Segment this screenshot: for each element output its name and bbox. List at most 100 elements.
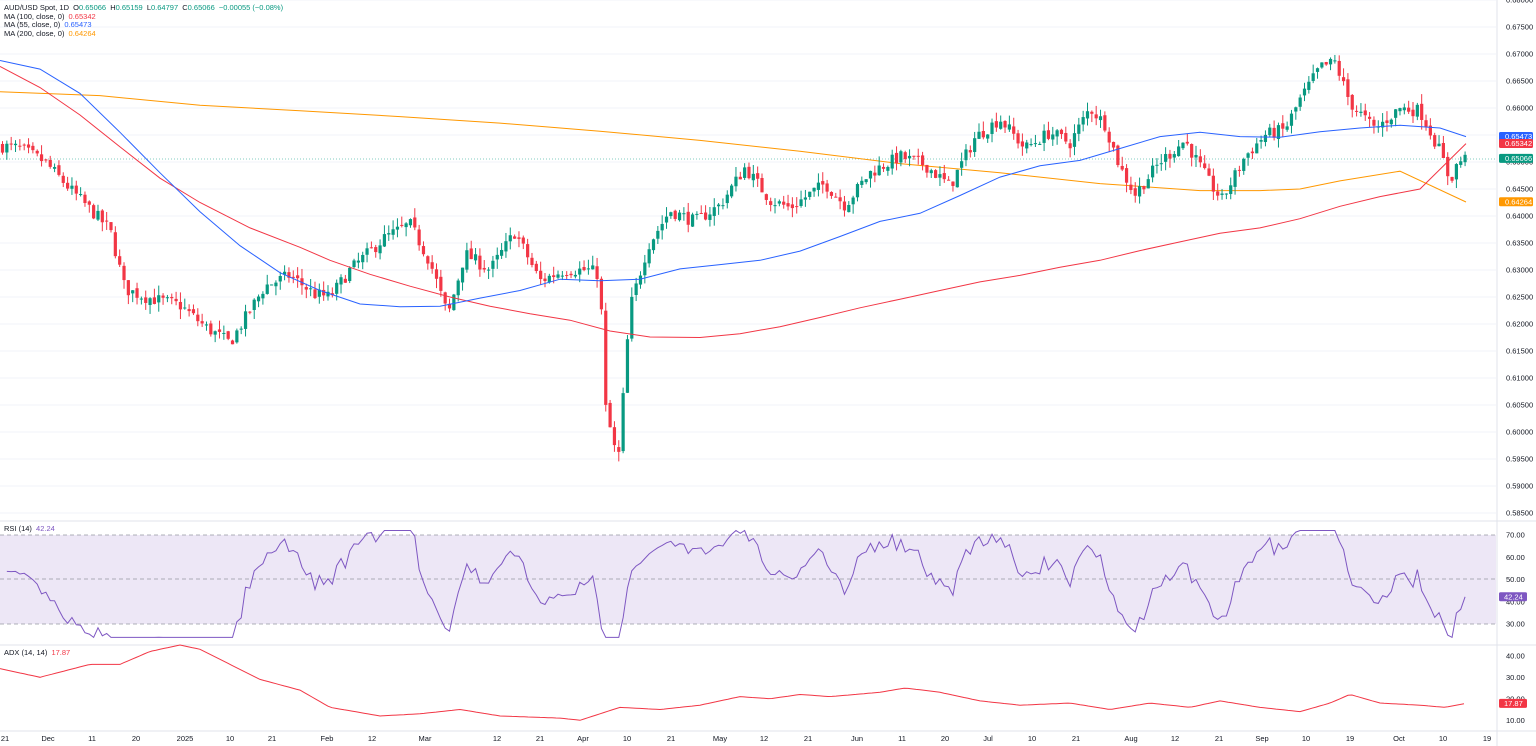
candle-down — [482, 267, 486, 270]
candle-up — [391, 229, 395, 235]
candle-down — [478, 255, 482, 270]
time-axis[interactable]: 21 Dec 11 20 2025 10 21 Feb 12 Mar 12 21 Apr 10 21 May 1… — [1, 734, 1491, 743]
candle-up — [803, 197, 807, 200]
candle-up — [204, 324, 209, 326]
adx-legend-value: 17.87 — [51, 648, 71, 657]
ohlc-row[interactable]: AUD/USD Spot, 1D O0.65066 H0.65159 L0.64… — [4, 3, 285, 13]
price-axis-label: 0.63500 — [1506, 239, 1533, 248]
candle-down — [1064, 132, 1068, 142]
time-axis-label: May — [713, 734, 727, 743]
candle-up — [504, 241, 508, 252]
price-axis[interactable]: 0.680000.675000.670000.665000.660000.655… — [1506, 0, 1533, 518]
candle-up — [1055, 130, 1059, 137]
candle-up — [1307, 81, 1311, 90]
candle-up — [495, 254, 499, 260]
candle-up — [1038, 143, 1042, 145]
candle-up — [955, 169, 959, 188]
candle-up — [799, 199, 803, 206]
candle-down — [673, 210, 677, 219]
time-axis-label: Aug — [1124, 734, 1137, 743]
candle-down — [18, 145, 22, 147]
candle-down — [1185, 141, 1189, 144]
candle-up — [465, 250, 469, 270]
candle-up — [1077, 124, 1081, 134]
candle-up — [5, 143, 9, 153]
candle-up — [573, 274, 577, 277]
candle-down — [287, 272, 291, 278]
main-legend: AUD/USD Spot, 1D O0.65066 H0.65159 L0.64… — [4, 3, 285, 39]
ma55-line — [0, 60, 1467, 308]
candle-down — [790, 204, 794, 209]
candle-up — [638, 275, 643, 285]
time-axis-label: Dec — [41, 734, 55, 743]
candle-down — [925, 164, 929, 173]
price-tag-close — [1499, 153, 1533, 163]
candle-up — [664, 216, 669, 223]
candle-up — [1268, 127, 1272, 136]
candle-down — [61, 175, 65, 183]
rsi-axis[interactable]: 70.00 60.00 50.00 40.00 30.00 — [1506, 531, 1525, 629]
candle-up — [1194, 155, 1198, 158]
candle-up — [986, 134, 990, 139]
candle-down — [248, 311, 252, 313]
candle-down — [22, 144, 26, 146]
open-value: 0.65066 — [78, 3, 107, 12]
time-axis-label: 10 — [226, 734, 234, 743]
candle-up — [1007, 124, 1011, 130]
candle-down — [343, 278, 347, 283]
candle-up — [1289, 113, 1294, 126]
candle-down — [1046, 130, 1051, 139]
candle-down — [322, 289, 326, 296]
price-axis-label: 0.60000 — [1506, 428, 1533, 437]
symbol-label[interactable]: AUD/USD Spot, 1D — [4, 3, 70, 12]
candle-down — [1368, 116, 1372, 119]
candle-up — [239, 328, 243, 330]
candle-up — [721, 205, 725, 207]
candle-down — [413, 217, 417, 228]
rsi-legend[interactable]: RSI (14) 42.24 — [4, 524, 57, 534]
time-axis-label: 21 — [1215, 734, 1223, 743]
candle-down — [521, 237, 525, 244]
ma200-legend-row[interactable]: MA (200, close, 0) 0.64264 — [4, 28, 285, 39]
candle-down — [747, 166, 751, 179]
adx-axis-label: 40.00 — [1506, 651, 1525, 660]
candle-up — [964, 149, 968, 161]
adx-legend[interactable]: ADX (14, 14) 17.87 — [4, 648, 72, 658]
time-axis-label: 10 — [1439, 734, 1447, 743]
candle-up — [356, 260, 360, 263]
price-axis-label: 0.66500 — [1506, 77, 1533, 86]
candle-down — [105, 220, 109, 222]
candle-down — [1068, 143, 1072, 149]
candle-up — [361, 254, 365, 263]
candle-down — [300, 278, 304, 286]
candle-up — [717, 204, 721, 207]
close-value: 0.65066 — [187, 3, 215, 12]
candle-up — [1437, 143, 1441, 147]
candle-down — [873, 172, 877, 176]
candle-up — [643, 262, 647, 276]
candle-up — [222, 332, 226, 334]
candle-up — [973, 138, 977, 153]
candle-down — [161, 295, 165, 298]
candle-up — [1224, 193, 1228, 195]
candle-down — [1190, 144, 1194, 158]
candle-up — [395, 226, 400, 230]
candle-up — [630, 296, 634, 339]
ma55-legend-row[interactable]: MA (55, close, 0) 0.65473 — [4, 20, 285, 30]
candle-down — [374, 247, 378, 253]
candle-down — [152, 297, 156, 304]
candle-down — [1012, 126, 1016, 134]
candle-up — [578, 268, 582, 275]
candle-down — [191, 309, 196, 314]
candle-down — [1020, 141, 1024, 147]
rsi-legend-value: 42.24 — [36, 524, 55, 533]
price-axis-label: 0.58500 — [1506, 509, 1533, 518]
ma100-legend-row[interactable]: MA (100, close, 0) 0.65342 — [4, 12, 285, 22]
ma55-legend-label: MA (55, close, 0) — [4, 20, 61, 30]
ma200-legend-value: 0.64264 — [68, 28, 96, 38]
high-label: H — [110, 3, 116, 12]
candle-down — [1450, 176, 1454, 181]
candle-up — [1389, 119, 1393, 125]
